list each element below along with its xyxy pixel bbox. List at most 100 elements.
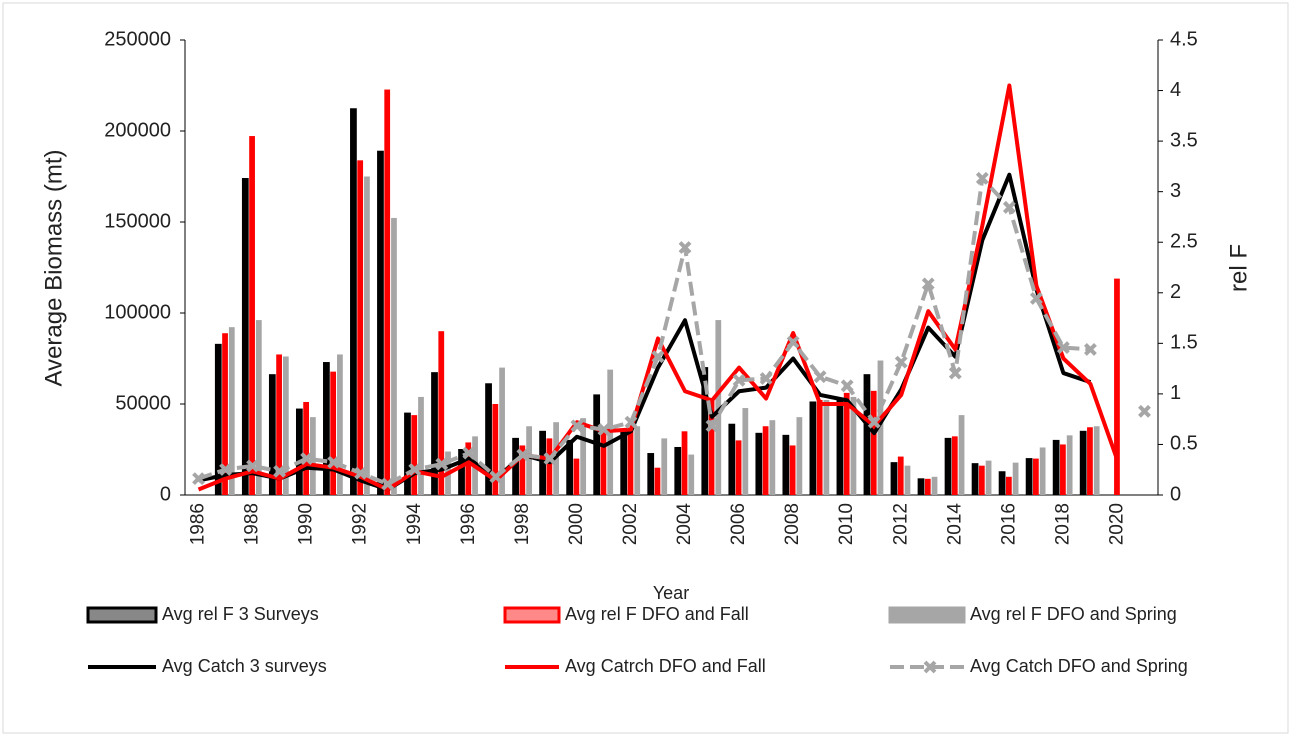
y2-tick-label: 0.5 xyxy=(1170,433,1198,455)
marker xyxy=(813,370,827,384)
x-tick-label: 2016 xyxy=(998,503,1019,545)
marker xyxy=(300,452,314,466)
bar xyxy=(330,371,337,495)
legend-swatch xyxy=(86,606,158,624)
marker xyxy=(894,355,908,369)
x-tick-label: 1988 xyxy=(242,503,263,545)
legend-label: Avg Catch DFO and Spring xyxy=(970,656,1188,676)
bar xyxy=(620,430,628,496)
bar xyxy=(499,367,505,495)
bar xyxy=(337,354,343,495)
marker xyxy=(381,477,395,491)
marker xyxy=(246,459,259,473)
x-tick-label: 2004 xyxy=(674,503,695,546)
bar xyxy=(688,454,695,495)
y-tick-label: 150000 xyxy=(104,210,171,232)
bar xyxy=(384,89,391,496)
bar xyxy=(762,426,769,495)
legend-swatch xyxy=(888,606,966,624)
marker xyxy=(435,457,449,471)
y-axis-title: Average Biomass (mt) xyxy=(40,150,67,387)
bar xyxy=(228,327,235,495)
bar xyxy=(870,390,877,495)
y2-tick-label: 2 xyxy=(1170,281,1181,303)
y-tick-label: 250000 xyxy=(104,28,171,50)
bar xyxy=(526,426,532,495)
marker xyxy=(732,373,746,387)
bar xyxy=(1087,427,1093,495)
bar xyxy=(600,427,607,495)
bar xyxy=(877,360,884,495)
bar xyxy=(1052,439,1060,496)
bar xyxy=(411,415,418,495)
marker xyxy=(1029,292,1043,305)
line xyxy=(198,172,1092,492)
bar xyxy=(295,408,303,496)
y-tick-label: 50000 xyxy=(115,392,171,414)
bar xyxy=(1032,458,1039,495)
bar xyxy=(1060,444,1066,495)
bar xyxy=(282,356,289,495)
marker xyxy=(786,335,800,349)
bar xyxy=(796,417,803,495)
bar xyxy=(728,423,736,496)
bar xyxy=(404,412,411,496)
x-tick-label: 1998 xyxy=(512,503,533,545)
y2-tick-label: 1.5 xyxy=(1170,332,1198,354)
marker xyxy=(921,277,935,291)
y-tick-label: 0 xyxy=(160,483,171,505)
marker xyxy=(1084,342,1097,356)
marker xyxy=(1056,341,1070,354)
marker xyxy=(1138,404,1151,418)
bar xyxy=(1039,447,1046,495)
bar xyxy=(323,362,330,496)
bar xyxy=(214,343,222,496)
bar xyxy=(418,396,424,495)
marker xyxy=(408,463,422,476)
bar xyxy=(843,392,850,495)
marker xyxy=(867,415,881,429)
legend-label: Avg rel F DFO and Spring xyxy=(970,604,1177,624)
bar xyxy=(661,438,668,495)
bar xyxy=(1066,435,1073,495)
bar xyxy=(1005,476,1012,495)
marker xyxy=(759,372,773,385)
y2-tick-label: 2.5 xyxy=(1170,231,1198,253)
bar xyxy=(809,401,817,496)
marker xyxy=(948,366,962,380)
x-tick-label: 2002 xyxy=(620,503,641,545)
x-axis-title: Year xyxy=(653,583,689,603)
legend-label: Avg Catch 3 surveys xyxy=(162,656,327,676)
bar xyxy=(863,374,871,496)
marker xyxy=(462,446,476,460)
marker xyxy=(489,470,503,484)
bar xyxy=(944,437,952,496)
bar xyxy=(931,476,938,495)
marker xyxy=(543,452,557,466)
bar xyxy=(971,463,979,496)
x-tick-label: 2008 xyxy=(782,503,803,545)
bar xyxy=(681,431,688,495)
x-tick-label: 1990 xyxy=(296,503,317,545)
bar xyxy=(627,429,634,495)
bar xyxy=(519,445,526,495)
bar xyxy=(978,465,985,495)
x-tick-label: 2006 xyxy=(728,503,749,545)
bar xyxy=(951,436,958,495)
y-tick-label: 100000 xyxy=(104,301,171,323)
legend-label: Avg Catrch DFO and Fall xyxy=(565,656,766,676)
y2-tick-label: 3 xyxy=(1170,180,1181,202)
bar xyxy=(268,374,276,496)
marker xyxy=(1002,201,1016,214)
bar xyxy=(255,320,262,495)
bar xyxy=(1079,430,1087,496)
bar xyxy=(674,446,682,496)
bar xyxy=(573,458,580,495)
bar xyxy=(249,136,255,496)
legend-marker xyxy=(923,660,937,674)
bar xyxy=(715,320,722,495)
bar xyxy=(458,449,465,496)
bar xyxy=(904,465,911,495)
bar xyxy=(377,150,384,496)
